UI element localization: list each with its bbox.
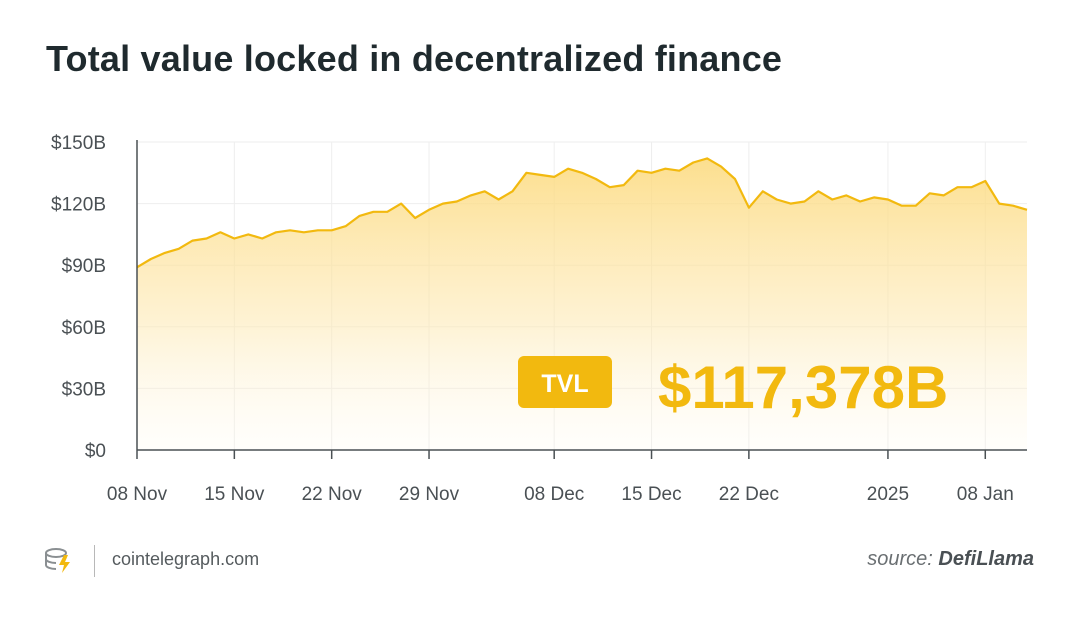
tvl-value: $117,378B <box>658 354 948 421</box>
x-tick-label: 08 Dec <box>524 484 584 505</box>
x-tick-label: 2025 <box>867 484 909 505</box>
x-tick-label: 22 Nov <box>302 484 363 505</box>
source-name: DefiLlama <box>938 548 1034 570</box>
footer-divider <box>94 545 95 577</box>
tvl-badge-label: TVL <box>541 370 588 398</box>
y-tick-label: $0 <box>85 441 106 462</box>
x-tick-label: 08 Jan <box>957 484 1014 505</box>
tvl-badge-box <box>518 356 612 408</box>
footer-source: source: DefiLlama <box>867 548 1034 571</box>
footer-site-link[interactable]: cointelegraph.com <box>112 549 260 569</box>
cointelegraph-logo-icon <box>45 548 70 573</box>
source-prefix: source: <box>867 548 939 570</box>
series-area-fill <box>137 158 1027 450</box>
axes <box>136 140 1027 459</box>
y-tick-label: $90B <box>62 256 106 277</box>
chart-title: Total value locked in decentralized fina… <box>46 38 783 79</box>
tick-labels: $0 $30B $60B $90B $120B $150B 08 Nov 15 Nov 22 N… <box>51 133 1014 505</box>
series-line <box>136 157 1028 269</box>
x-tick-label: 15 Nov <box>204 484 265 505</box>
y-tick-label: $120B <box>51 195 106 216</box>
x-tick-label: 08 Nov <box>107 484 168 505</box>
y-tick-label: $150B <box>51 133 106 154</box>
y-tick-label: $30B <box>62 379 106 400</box>
x-tick-label: 15 Dec <box>621 484 681 505</box>
y-tick-label: $60B <box>62 318 106 339</box>
series-area <box>136 157 1028 450</box>
x-tick-label: 22 Dec <box>719 484 779 505</box>
x-tick-label: 29 Nov <box>399 484 460 505</box>
tvl-annotation: TVL $117,378B <box>518 354 948 421</box>
